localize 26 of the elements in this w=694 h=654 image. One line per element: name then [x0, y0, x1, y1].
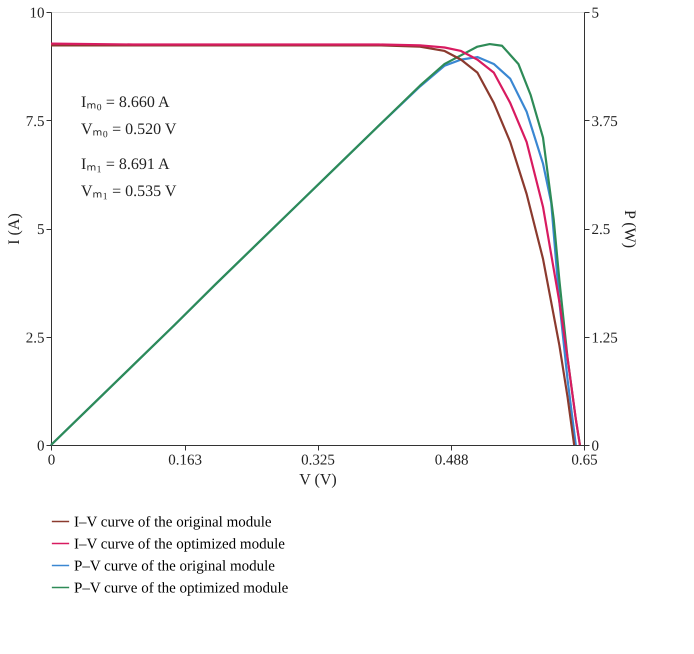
x-tick-label: 0 — [48, 452, 56, 468]
y2-tick-label: 2.5 — [592, 222, 610, 238]
y-tick-label: 0 — [37, 438, 44, 454]
y2-tick-label: 3.75 — [592, 114, 618, 130]
y-tick-label: 5 — [37, 222, 44, 238]
x-axis-title: V (V) — [299, 472, 337, 488]
annotation: Vₘ₁ = 0.535 V — [81, 183, 177, 200]
y-tick-label: 10 — [30, 6, 44, 22]
annotation: Iₘ₀ = 8.660 A — [81, 94, 170, 111]
y2-axis-title: P (W) — [620, 210, 638, 248]
legend-label: I–V curve of the original module — [74, 514, 272, 530]
legend-label: P–V curve of the optimized module — [74, 580, 289, 596]
x-tick-label: 0.488 — [434, 452, 469, 468]
y-tick-label: 7.5 — [26, 114, 44, 130]
y2-tick-label: 0 — [592, 438, 599, 454]
y-tick-label: 2.5 — [26, 330, 44, 346]
y-axis-title: I (A) — [6, 213, 23, 245]
x-tick-label: 0.325 — [301, 452, 335, 468]
legend-label: P–V curve of the original module — [74, 558, 276, 574]
y2-tick-label: 1.25 — [592, 330, 618, 346]
annotation: Vₘ₀ = 0.520 V — [81, 121, 177, 138]
annotation: Iₘ₁ = 8.691 A — [81, 156, 170, 173]
x-tick-label: 0.65 — [571, 452, 598, 468]
legend-label: I–V curve of the optimized module — [74, 536, 286, 552]
x-tick-label: 0.163 — [168, 452, 202, 468]
y2-tick-label: 5 — [592, 6, 599, 22]
